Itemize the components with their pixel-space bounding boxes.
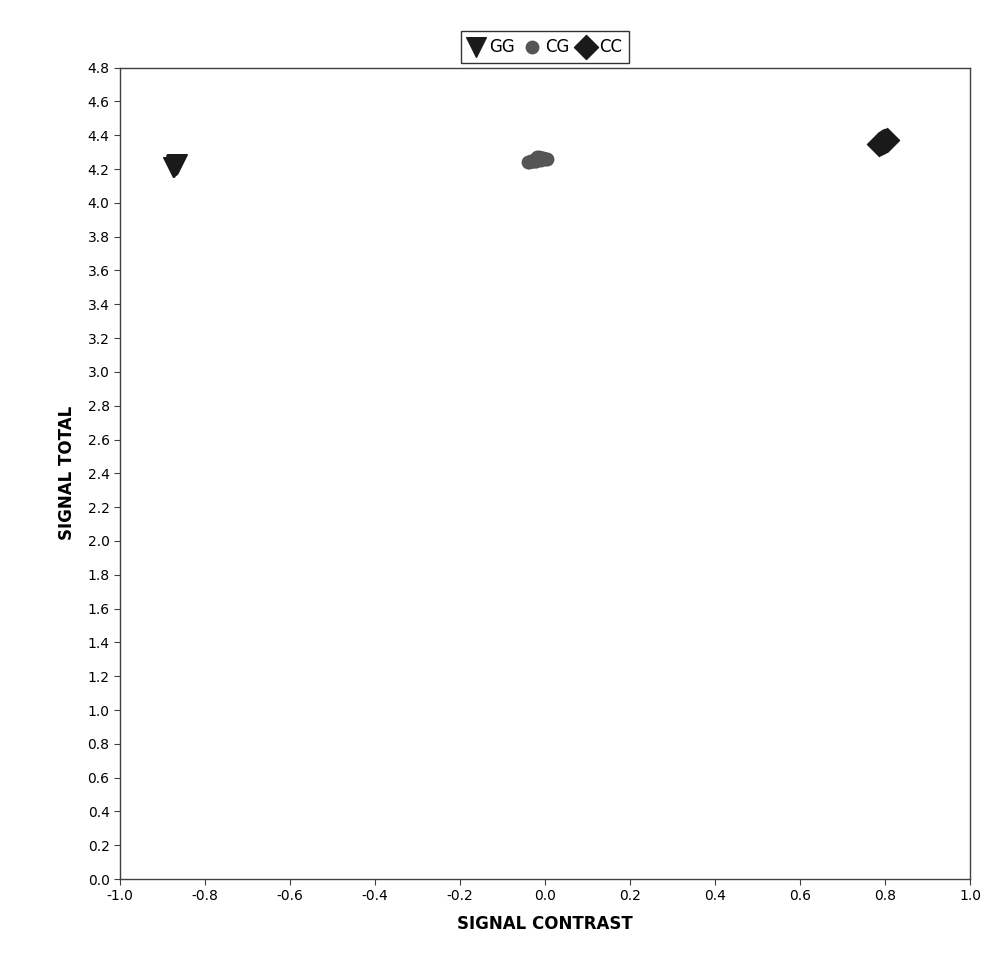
- CG: [531, 149, 547, 164]
- CG: [533, 152, 549, 167]
- CC: [874, 134, 890, 150]
- CG: [529, 150, 545, 165]
- CG: [524, 154, 540, 169]
- CC: [879, 132, 895, 148]
- CG: [523, 154, 539, 169]
- CG: [526, 153, 542, 168]
- Y-axis label: SIGNAL TOTAL: SIGNAL TOTAL: [58, 407, 76, 540]
- Legend: GG, CG, CC: GG, CG, CC: [461, 31, 629, 63]
- GG: [168, 157, 184, 173]
- CG: [538, 151, 554, 166]
- CC: [873, 135, 889, 151]
- CG: [539, 152, 555, 167]
- GG: [166, 158, 182, 174]
- GG: [165, 159, 181, 175]
- CG: [528, 153, 544, 168]
- CG: [534, 151, 550, 166]
- CG: [535, 150, 551, 165]
- CG: [532, 151, 548, 166]
- CG: [528, 152, 544, 167]
- CG: [527, 154, 543, 169]
- CC: [875, 134, 891, 150]
- CG: [530, 150, 546, 165]
- CG: [525, 153, 541, 168]
- CC: [876, 133, 892, 149]
- GG: [169, 156, 185, 172]
- CG: [521, 155, 537, 170]
- CG: [520, 155, 536, 170]
- X-axis label: SIGNAL CONTRAST: SIGNAL CONTRAST: [457, 915, 633, 932]
- CC: [877, 133, 893, 149]
- CC: [871, 136, 887, 152]
